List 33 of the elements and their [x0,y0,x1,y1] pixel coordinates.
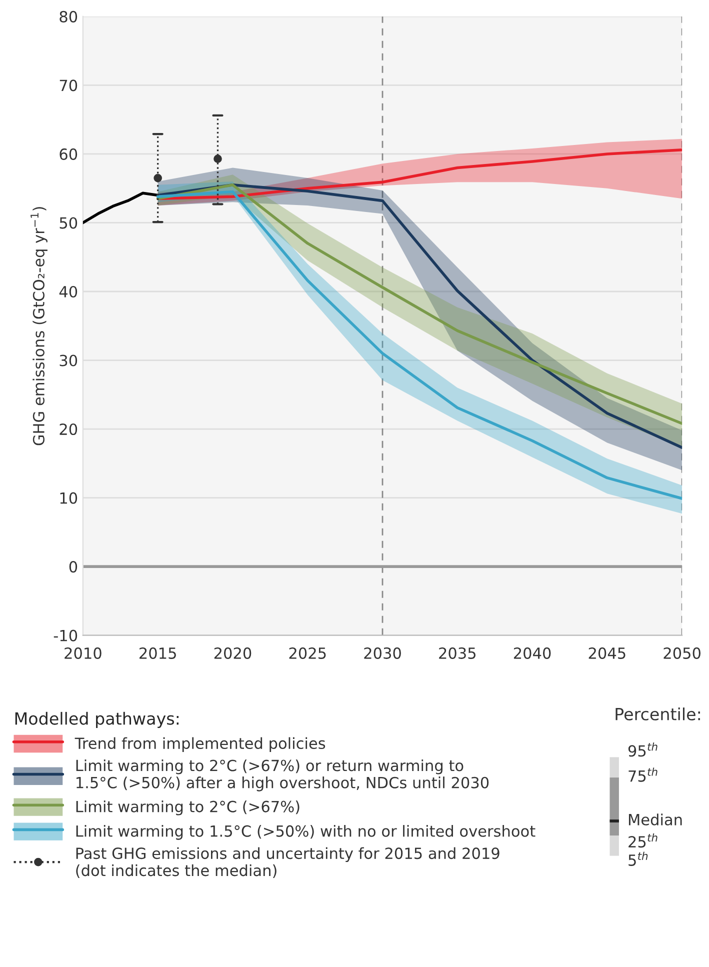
line-series [82,192,160,224]
y-tick-label: 10 [60,492,78,504]
text: 95$^{th}$ [628,742,658,757]
y-tick-label: 40 [59,286,78,298]
y-tick-label: 20 [60,423,78,436]
legend-label: Trend from implemented policies [74,737,326,752]
y-tick-label: 70 [60,80,78,92]
legend-label: Past GHG emissions and uncertainty for 2015 and 2019 (dot indicates the median) [76,847,500,878]
legend-label: Limit warming to 2°C (>67%) or return warming to 1.5°C (>50%) after a high overshoot, NDCs until 2030 [76,759,489,792]
y-tick-label: -10 [54,630,78,642]
x-tick-label: 2020 [214,647,252,659]
text: 25$^{th}$ [628,833,658,848]
text: 5$^{th}$ [628,852,648,866]
legend-label: Limit warming to 1.5°C (>50%) with no or limited overshoot [76,825,536,840]
y-tick-label: 80 [60,10,78,22]
legend-title: Modelled pathways: [15,712,179,728]
x-tick-label: 2030 [364,647,401,659]
x-tick-label: 2010 [64,647,102,659]
text: Percentile: [616,708,700,720]
text: 75$^{th}$ [628,768,658,782]
x-tick-label: 2015 [140,647,176,659]
y-tick-label: 0 [69,561,78,573]
y-tick-label: 60 [60,148,78,160]
y-tick-label: 50 [60,217,78,229]
legend-label: Limit warming to 2°C (>67%) [76,800,300,816]
x-tick-label: 2045 [588,647,626,659]
text: Median [628,814,682,826]
y-tick-label: 30 [60,354,78,366]
x-tick-label: 2035 [439,647,476,659]
y-axis-title: GHG emissions (GtCO₂-eq yr$^{−1}$) [30,207,48,446]
x-tick-label: 2050 [664,647,700,659]
x-tick-label: 2025 [289,647,326,659]
x-tick-label: 2040 [514,647,551,659]
